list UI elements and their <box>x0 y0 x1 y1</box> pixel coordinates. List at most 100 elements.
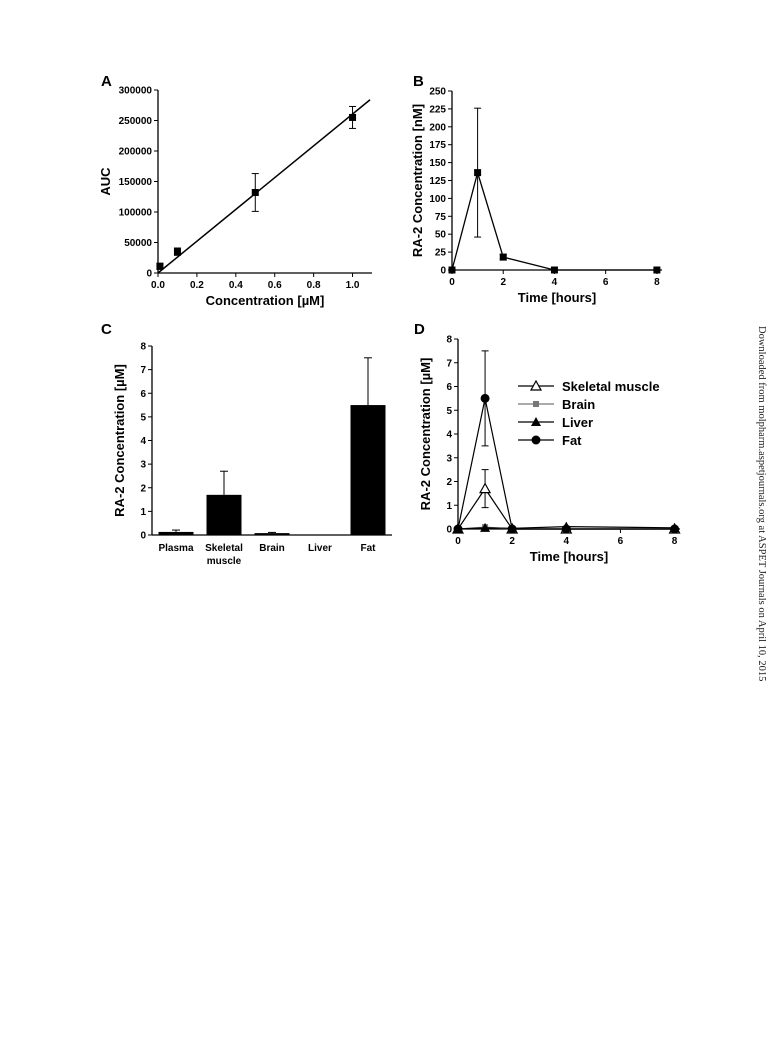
bar <box>350 405 386 535</box>
category-label: Brain <box>259 543 285 554</box>
y-tick-label: 7 <box>446 358 452 369</box>
panel-label: D <box>414 321 425 338</box>
y-tick-label: 4 <box>140 436 146 447</box>
y-tick-label: 5 <box>446 406 452 417</box>
y-tick-label: 8 <box>140 342 146 353</box>
legend-label: Fat <box>562 433 582 448</box>
legend: Skeletal muscle Brain Liver Fat <box>518 379 660 448</box>
x-tick-label: 0 <box>455 536 461 547</box>
data-point-filled-triangle <box>531 417 541 426</box>
data-point-circle <box>507 524 517 534</box>
data-point-square <box>251 188 259 196</box>
category-label: Plasma <box>158 543 193 554</box>
series-line <box>451 170 657 271</box>
y-tick-label: 2 <box>446 477 452 488</box>
y-tick-label: 0 <box>140 531 146 542</box>
y-tick-label: 5 <box>140 412 146 423</box>
data-point-open-triangle <box>529 379 543 391</box>
y-tick-label: 150 <box>429 158 446 169</box>
y-tick-label: 0 <box>446 525 452 536</box>
y-tick-label: 100 <box>429 194 446 205</box>
y-tick-label: 175 <box>429 140 446 151</box>
legend-label: Brain <box>562 397 595 412</box>
y-tick-label: 125 <box>429 176 446 187</box>
panel-label: B <box>413 73 424 90</box>
legend-label: Liver <box>562 415 593 430</box>
category-label: muscle <box>207 556 242 567</box>
data-point-open-triangle <box>479 482 492 494</box>
data-point-square <box>653 266 661 274</box>
y-tick-label: 0 <box>440 266 446 277</box>
x-tick-label: 1.0 <box>346 280 360 291</box>
y-tick-label: 0 <box>146 269 152 280</box>
x-tick-label: 0.2 <box>190 280 204 291</box>
y-tick-label: 2 <box>140 483 146 494</box>
bar <box>206 494 242 535</box>
x-axis-title: Time [hours] <box>530 549 609 564</box>
x-tick-label: 0.8 <box>307 280 321 291</box>
x-tick-label: 2 <box>509 536 515 547</box>
bar <box>254 533 290 535</box>
y-axis-title: RA-2 Concentration [nM] <box>410 104 425 257</box>
panel-a-scatter: A 0 50000 100000 150000 200000 250000 300000 0.0… <box>98 73 372 308</box>
x-tick-label: 4 <box>552 277 558 288</box>
panel-label: C <box>101 321 112 338</box>
panel-b-line: B 0 25 50 75 100 125 150 175 200 225 250 0 2 4 6 8 Time [… <box>410 73 662 305</box>
y-tick-label: 200 <box>429 122 446 133</box>
data-point-circle <box>480 393 490 403</box>
data-point-circle <box>670 524 680 534</box>
data-point-square <box>448 266 456 274</box>
y-tick-label: 300000 <box>119 86 153 97</box>
x-tick-label: 0.6 <box>268 280 282 291</box>
y-tick-label: 100000 <box>119 208 153 219</box>
x-tick-label: 0.4 <box>229 280 243 291</box>
y-tick-label: 6 <box>140 389 146 400</box>
x-tick-label: 0 <box>449 277 455 288</box>
data-point-square <box>349 113 357 121</box>
x-axis-title: Concentration [µM] <box>206 293 325 308</box>
y-axis-title: RA-2 Concentration [µM] <box>112 364 127 517</box>
data-point-square <box>173 248 181 256</box>
panel-d-line: D 0 1 2 3 4 5 6 7 8 0 2 4 6 8 Time [hours] RA-2 Concentr… <box>414 321 681 564</box>
download-watermark: Downloaded from molpharm.aspetjournals.o… <box>752 326 772 698</box>
y-tick-label: 25 <box>435 248 447 259</box>
data-point-circle <box>453 524 463 534</box>
panel-label: A <box>101 73 112 90</box>
data-point-square <box>474 169 482 177</box>
bar <box>158 531 194 535</box>
data-point-filled-triangle <box>480 522 491 532</box>
y-axis-title: RA-2 Concentration [µM] <box>418 358 433 511</box>
x-tick-label: 2 <box>500 277 506 288</box>
category-label: Liver <box>308 543 332 554</box>
data-point-square <box>499 253 507 261</box>
legend-label: Skeletal muscle <box>562 379 660 394</box>
y-tick-label: 8 <box>446 335 452 346</box>
data-point-square <box>156 262 164 270</box>
y-tick-label: 250 <box>429 87 446 98</box>
y-tick-label: 150000 <box>119 177 153 188</box>
data-point-circle <box>531 435 541 445</box>
fit-line <box>157 99 371 274</box>
category-label: Skeletal <box>205 543 243 554</box>
y-tick-label: 250000 <box>119 116 153 127</box>
y-tick-label: 1 <box>446 501 452 512</box>
y-tick-label: 50000 <box>124 238 152 249</box>
x-tick-label: 6 <box>618 536 624 547</box>
y-tick-label: 200000 <box>119 147 153 158</box>
category-label: Fat <box>361 543 377 554</box>
panel-c-bar: C 0 1 2 3 4 5 6 7 8 RA-2 Concentration [µM] Plasma S… <box>101 321 392 567</box>
y-tick-label: 50 <box>435 230 447 241</box>
x-tick-label: 6 <box>603 277 609 288</box>
watermark-text: Downloaded from molpharm.aspetjournals.o… <box>756 326 767 682</box>
y-tick-label: 3 <box>140 460 146 471</box>
y-tick-label: 225 <box>429 104 446 115</box>
data-point-square <box>550 266 558 274</box>
data-point-circle <box>561 524 571 534</box>
x-tick-label: 8 <box>672 536 678 547</box>
y-tick-label: 75 <box>435 212 447 223</box>
y-tick-label: 1 <box>140 507 146 518</box>
y-tick-label: 3 <box>446 453 452 464</box>
x-axis-title: Time [hours] <box>518 290 597 305</box>
y-tick-label: 4 <box>446 430 452 441</box>
